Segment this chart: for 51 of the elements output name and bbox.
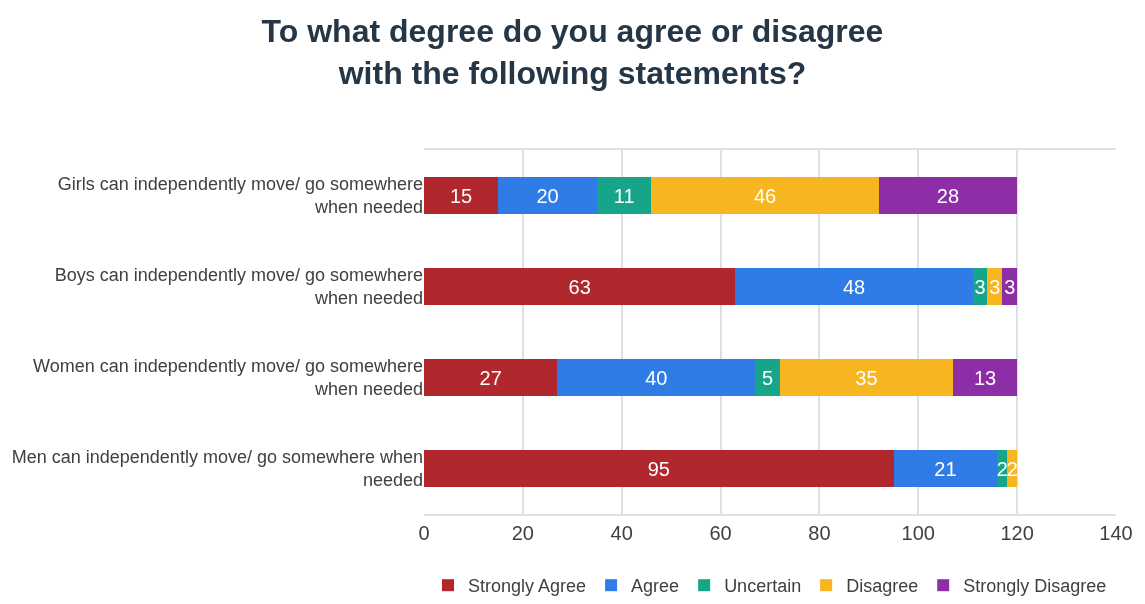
legend-label: Strongly Disagree [963, 576, 1107, 597]
data-label: 2 [1006, 457, 1018, 480]
bar [424, 450, 894, 487]
x-tick-label: 80 [808, 521, 831, 544]
data-label: 15 [449, 184, 473, 207]
bar [651, 177, 879, 214]
bar [557, 359, 756, 396]
data-label: 11 [613, 184, 635, 207]
data-label: 21 [934, 457, 957, 480]
data-label: 3 [974, 275, 986, 298]
legend-label: Agree [631, 576, 680, 597]
bar [893, 450, 998, 487]
data-label: 20 [536, 184, 559, 207]
data-label: 46 [753, 184, 777, 207]
bar [424, 177, 499, 214]
x-tick-label: 100 [901, 521, 935, 544]
bar [952, 359, 1018, 396]
data-label: 3 [1004, 275, 1016, 298]
x-tick-label: 40 [610, 521, 633, 544]
data-label: 3 [989, 275, 1001, 298]
x-tick-label: 20 [511, 521, 534, 544]
data-label: 5 [761, 366, 774, 389]
y-tick-label: Girls can independently move/ go somewhere when needed [57, 174, 423, 218]
legend-label: Disagree [846, 576, 919, 597]
bar [878, 177, 1018, 214]
x-tick-label: 0 [418, 521, 430, 544]
y-tick-label: Women can independently move/ go somewhere when needed [33, 356, 423, 400]
chart-title: To what degree do you agree or disagree with the following statements? [261, 13, 884, 91]
data-label: 13 [973, 366, 997, 389]
y-tick-label: Boys can independently move/ go somewhere when needed [54, 265, 423, 309]
x-tick-label: 120 [1000, 521, 1034, 544]
data-label: 63 [568, 275, 591, 298]
data-label: 95 [647, 457, 670, 480]
bar [498, 177, 597, 214]
bar [424, 268, 736, 305]
legend-label: Uncertain [724, 576, 802, 597]
data-label: 28 [936, 184, 960, 207]
data-label: 35 [855, 366, 878, 389]
data-label: 27 [479, 366, 502, 389]
bar [755, 359, 780, 396]
data-label: 40 [645, 366, 668, 389]
data-label: 48 [842, 275, 866, 298]
y-tick-label: Men can independently move/ go somewhere when needed [11, 447, 423, 491]
bar [735, 268, 973, 305]
legend-label: Strongly Agree [468, 576, 587, 597]
bar [779, 359, 953, 396]
bar [424, 359, 558, 396]
bar [597, 177, 652, 214]
x-tick-label: 140 [1099, 521, 1133, 544]
x-tick-label: 60 [709, 521, 732, 544]
data-label: 2 [996, 457, 1008, 480]
